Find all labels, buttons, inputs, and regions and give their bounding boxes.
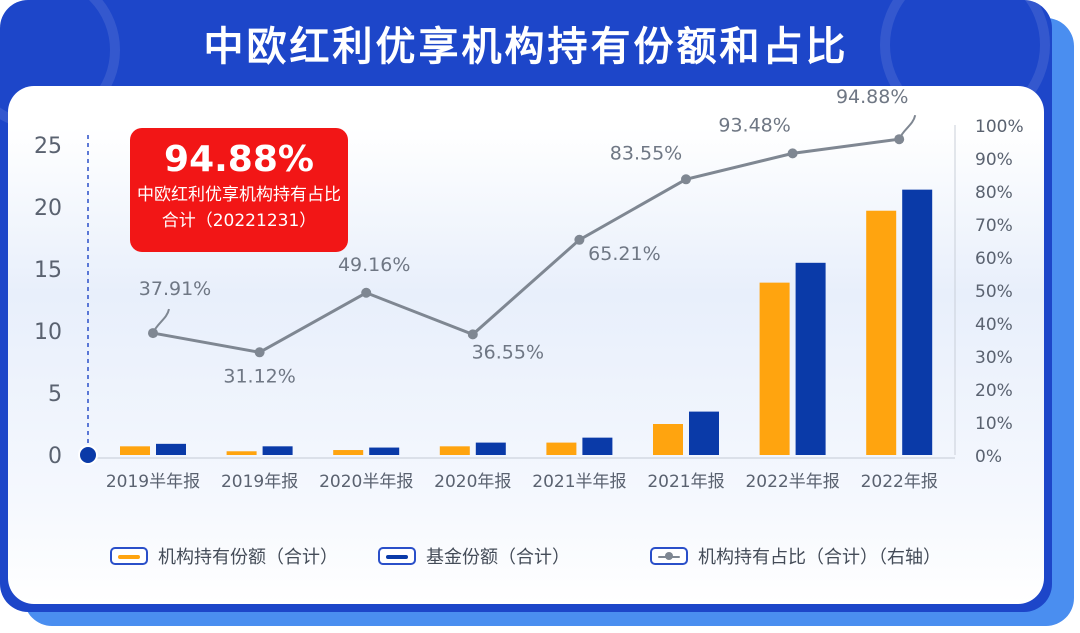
callout-value: 94.88%: [164, 139, 314, 180]
legend-label-fund: 基金份额（合计）: [426, 547, 570, 568]
left-tick-label: 10: [34, 320, 62, 345]
x-tick-label: 2021年报: [647, 472, 724, 492]
bar-fund: [475, 442, 506, 455]
bar-institution: [546, 442, 577, 455]
right-tick-label: 50%: [975, 282, 1013, 302]
bar-institution: [866, 210, 897, 455]
right-tick-label: 80%: [975, 183, 1013, 203]
callout-label: 中欧红利优享机构持有占比合计（20221231）: [137, 185, 341, 231]
ratio-point: [787, 148, 798, 159]
left-tick-label: 20: [34, 196, 62, 221]
legend-label-ratio: 机构持有占比（合计）（右轴）: [698, 547, 941, 568]
x-tick-label: 2019半年报: [106, 472, 200, 492]
ratio-data-label: 37.91%: [139, 278, 211, 300]
right-tick-label: 60%: [975, 249, 1013, 269]
legend-swatch-fund: [378, 547, 416, 565]
bar-institution: [333, 450, 364, 455]
x-tick-label: 2022年报: [861, 472, 938, 492]
bar-fund: [689, 411, 719, 455]
bar-fund: [369, 447, 400, 455]
bar-institution: [439, 446, 470, 455]
x-tick-label: 2020年报: [434, 472, 511, 492]
legend-swatch-institution: [110, 547, 148, 565]
bar-institution: [759, 282, 790, 455]
left-tick-label: 5: [48, 382, 62, 407]
ratio-data-label: 49.16%: [338, 254, 410, 276]
ratio-data-label: 31.12%: [223, 365, 295, 387]
bar-fund: [156, 443, 186, 455]
ratio-point: [361, 287, 372, 298]
legend-item-institution: 机构持有份额（合计）: [110, 543, 338, 569]
bar-institution: [653, 424, 683, 455]
x-tick-label: 2019年报: [221, 472, 298, 492]
bar-fund: [902, 189, 933, 455]
legend-item-fund: 基金份额（合计）: [378, 543, 570, 569]
ratio-point: [254, 347, 265, 358]
legend-item-ratio: 机构持有占比（合计）（右轴）: [650, 543, 941, 569]
right-tick-label: 40%: [975, 315, 1013, 335]
ratio-point: [467, 329, 478, 340]
x-tick-label: 2021半年报: [532, 472, 626, 492]
title-bar: 中欧红利优享机构持有份额和占比: [0, 0, 1052, 86]
right-tick-label: 0%: [975, 447, 1002, 467]
ratio-line: [152, 137, 900, 354]
ratio-leader-line: [898, 114, 917, 140]
right-tick-label: 20%: [975, 381, 1013, 401]
bar-institution: [120, 446, 150, 455]
ratio-leader-line: [152, 308, 170, 334]
axis-origin-dot: [78, 445, 98, 465]
bar-fund: [582, 437, 613, 455]
ratio-data-label: 83.55%: [610, 142, 682, 164]
ratio-data-label: 65.21%: [588, 243, 660, 265]
right-tick-label: 30%: [975, 348, 1013, 368]
ratio-point: [574, 234, 585, 245]
x-tick-label: 2022半年报: [745, 472, 839, 492]
ratio-data-label: 36.55%: [472, 341, 544, 363]
ratio-point: [681, 174, 691, 185]
ratio-data-label: 94.88%: [836, 86, 908, 108]
left-tick-label: 0: [48, 444, 62, 469]
right-tick-label: 100%: [975, 117, 1024, 137]
right-tick-label: 10%: [975, 414, 1013, 434]
x-tick-label: 2020半年报: [319, 472, 413, 492]
legend-swatch-ratio: [650, 547, 688, 565]
highlight-callout: 94.88% 中欧红利优享机构持有占比合计（20221231）: [130, 128, 348, 252]
bar-fund: [262, 446, 293, 455]
bar-fund: [795, 262, 826, 455]
left-tick-label: 15: [34, 258, 62, 283]
ratio-data-label: 93.48%: [718, 114, 790, 136]
right-tick-label: 70%: [975, 216, 1013, 236]
legend-label-institution: 机构持有份额（合计）: [158, 547, 338, 568]
bar-institution: [226, 451, 257, 455]
left-tick-label: 25: [34, 134, 62, 159]
right-tick-label: 90%: [975, 150, 1013, 170]
chart-title: 中欧红利优享机构持有份额和占比: [203, 24, 849, 70]
